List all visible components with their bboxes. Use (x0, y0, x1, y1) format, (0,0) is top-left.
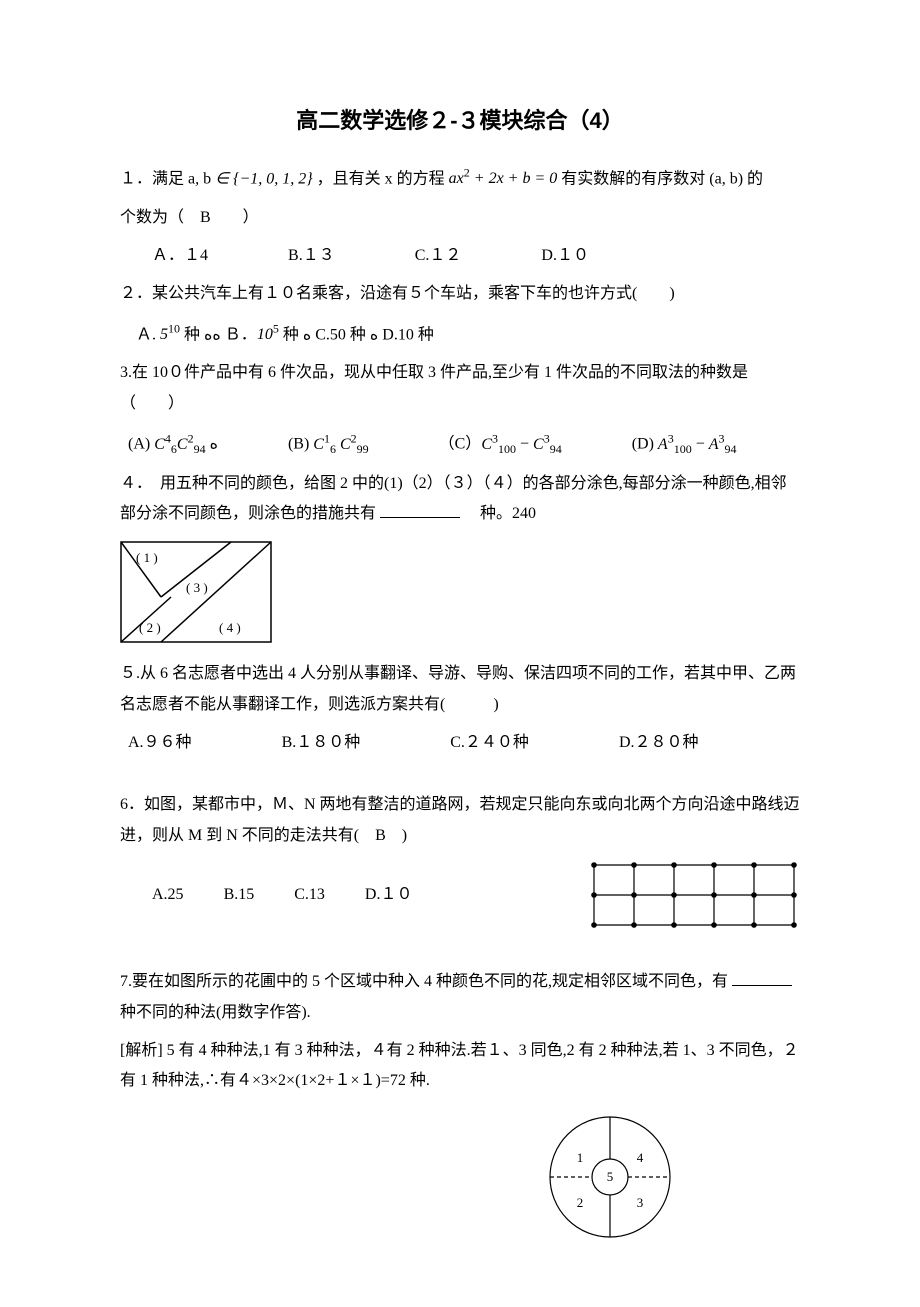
q2-b-post: 种 (279, 326, 299, 343)
q4-stem-post: 种。240 (464, 505, 536, 522)
svg-text:( 2 ): ( 2 ) (139, 620, 161, 635)
q1-opt-b: B.１３ (288, 241, 335, 271)
q3a-c2n: 94 (194, 442, 206, 456)
q7-sol: 5 有 4 种种法,1 有 3 种种法，４有 2 种种法.若１、3 同色,2 有… (120, 1042, 799, 1089)
q1-line2: 个数为（ B ） (120, 203, 800, 233)
q2-opt-d: D.10 种 (382, 326, 434, 343)
q2-b-pre: Ｂ． (225, 326, 257, 343)
q3d-a1n: 100 (674, 442, 692, 456)
svg-text:5: 5 (607, 1169, 614, 1184)
q1-opt-a: Ａ．１4 (152, 241, 208, 271)
q2-sep3: ﻩ (370, 326, 378, 343)
q1: １．满足 a, b ∈ {−1, 0, 1, 2} ，且有关 x 的方程 ax2… (120, 162, 800, 195)
q3-stem: 3.在 10０件产品中有 6 件次品，现从中任取 3 件产品,至少有 1 件次品… (120, 358, 800, 419)
q3-opt-d: (D) A3100 − A394 (632, 427, 737, 460)
q4: ４． 用五种不同的颜色，给图 2 中的(1)（2）（３）（４）的各部分涂色,每部… (120, 469, 800, 530)
q3d-a2n: 94 (725, 442, 737, 456)
q3d-pre: (D) (632, 436, 658, 453)
q5-opt-c: C.２４０种 (450, 728, 529, 758)
q2-sep2: ﻩ (303, 326, 311, 343)
q6-opt-a: A.25 (152, 880, 184, 910)
q3a-pre: (A) (128, 436, 154, 453)
q6-opt-b: B.15 (224, 880, 255, 910)
svg-text:4: 4 (637, 1150, 644, 1165)
q3-opt-c: （C）C3100 − C394 (439, 427, 562, 460)
q1-stem-post: 有实数解的有序数对 (a, b) 的 (561, 170, 763, 187)
q2-a-post: 种 (180, 326, 200, 343)
q6-stem: 6．如图，某都市中，Ｍ、N 两地有整洁的道路网，若规定只能向东或向北两个方向沿途… (120, 790, 800, 851)
q3b-c2n: 99 (357, 442, 369, 456)
q3-options: (A) C46C294 ﻩ (B) C16 C299 （C）C3100 − C3… (120, 427, 800, 460)
q7-figure: 1 4 2 3 5 (540, 1107, 800, 1247)
q2-a-base: 5 (160, 326, 168, 343)
q7-blank (732, 969, 792, 986)
q6-row: A.25 B.15 C.13 D.１０ (120, 859, 800, 931)
q3b-c1n: 6 (330, 442, 336, 456)
q3a-c1n: 6 (171, 442, 177, 456)
q2-opt-c: C.50 种 (315, 326, 366, 343)
q3-opt-b: (B) C16 C299 (288, 427, 369, 460)
q3b-pre: (B) (288, 436, 313, 453)
q6-svg (588, 859, 800, 931)
q1-stem-pre: １．满足 (120, 170, 188, 187)
q2-a-sup: 10 (168, 322, 180, 336)
q1-math-eq: ax2 + 2x + b = 0 (449, 170, 558, 187)
q4-blank (380, 501, 460, 518)
q2-options: Ａ. 510 种 ﻩﻩ Ｂ．105 种 ﻩ C.50 种 ﻩ D.10 种 (120, 318, 800, 351)
q3c-pre: （C） (439, 436, 482, 453)
q1-stem-mid: ，且有关 x 的方程 (317, 170, 449, 187)
svg-text:2: 2 (577, 1195, 584, 1210)
q5-options: A.９６种 B.１８０种 C.２４０种 D.２８０种 (120, 728, 800, 758)
q2-opt-a: Ａ. 510 种 (136, 326, 204, 343)
q7-sol-label: [解析] (120, 1042, 167, 1059)
q6-options: A.25 B.15 C.13 D.１０ (120, 880, 412, 910)
q4-figure: ( 1 ) ( 3 ) ( 2 ) ( 4 ) (120, 541, 800, 643)
q5-opt-d: D.２８０种 (619, 728, 699, 758)
q5-opt-b: B.１８０种 (282, 728, 361, 758)
q6-opt-d: D.１０ (365, 880, 413, 910)
q7-stem: 7.要在如图所示的花圃中的 5 个区域中种入 4 种颜色不同的花,规定相邻区域不… (120, 973, 728, 990)
q3c-c1n: 100 (498, 442, 516, 456)
q3c-sep: − (516, 436, 533, 453)
q2-opt-b: Ｂ．105 种 (225, 326, 303, 343)
svg-text:( 4 ): ( 4 ) (219, 620, 241, 635)
q3a-post: ﻩ (206, 436, 218, 453)
q2-stem: ２．某公共汽车上有１０名乘客，沿途有５个车站，乘客下车的也许方式( ) (120, 279, 800, 309)
svg-text:( 1 ): ( 1 ) (136, 550, 158, 565)
q2-b-base: 10 (257, 326, 273, 343)
q2-a-pre: Ａ. (136, 326, 160, 343)
q2-sep1: ﻩﻩ (204, 326, 221, 343)
q5-opt-a: A.９６种 (128, 728, 192, 758)
q3d-sep: − (692, 436, 709, 453)
svg-text:1: 1 (577, 1150, 584, 1165)
q5-stem: ５.从 6 名志愿者中选出 4 人分别从事翻译、导游、导购、保洁四项不同的工作，… (120, 659, 800, 720)
q1-opt-c: C.１２ (415, 241, 462, 271)
q1-opt-d: D.１０ (541, 241, 589, 271)
svg-text:3: 3 (637, 1195, 644, 1210)
q7-svg: 1 4 2 3 5 (540, 1107, 680, 1247)
q7-solution: [解析] 5 有 4 种种法,1 有 3 种种法，４有 2 种种法.若１、3 同… (120, 1036, 800, 1097)
svg-text:( 3 ): ( 3 ) (186, 580, 208, 595)
q1-math-set: a, b ∈ {−1, 0, 1, 2} (188, 170, 313, 187)
q1-options: Ａ．１4 B.１３ C.１２ D.１０ (120, 241, 800, 271)
q3c-c2n: 94 (550, 442, 562, 456)
page-title: 高二数学选修２-３模块综合（4） (120, 100, 800, 142)
q4-svg: ( 1 ) ( 3 ) ( 2 ) ( 4 ) (120, 541, 272, 643)
q7-stem-post: 种不同的种法(用数字作答). (120, 1004, 311, 1021)
q6-opt-c: C.13 (294, 880, 325, 910)
q7: 7.要在如图所示的花圃中的 5 个区域中种入 4 种颜色不同的花,规定相邻区域不… (120, 967, 800, 1028)
q3-opt-a: (A) C46C294 ﻩ (128, 427, 218, 460)
